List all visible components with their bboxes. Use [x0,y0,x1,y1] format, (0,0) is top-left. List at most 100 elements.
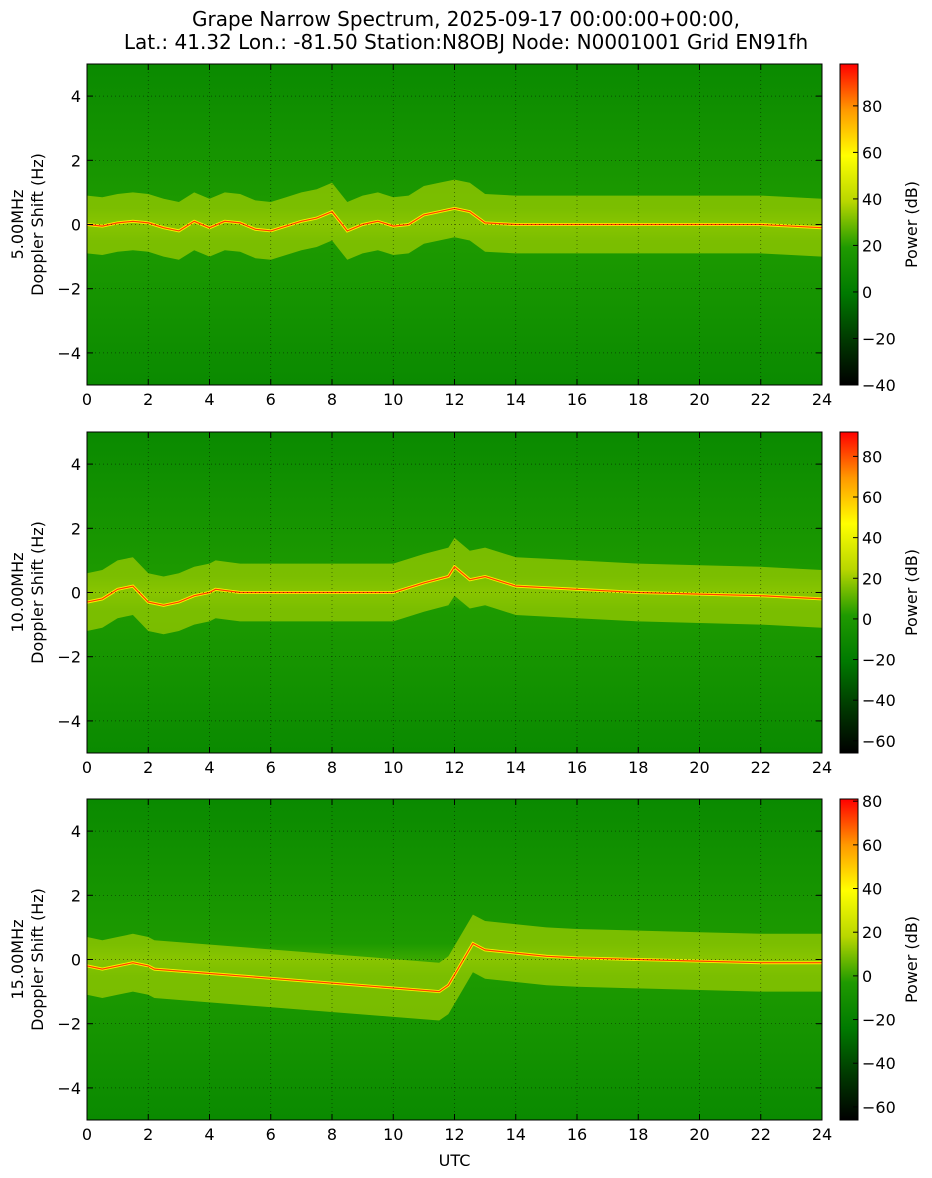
x-tick-label: 0 [82,390,92,409]
x-tick-label: 2 [143,758,153,777]
y-tick-label: 4 [71,455,81,474]
x-tick-label: 4 [204,758,214,777]
x-tick-label: 22 [751,1125,771,1144]
colorbar-tick-label: −40 [862,691,896,710]
y-axis-label: 5.00MHz [8,190,27,260]
colorbar [839,798,859,1121]
colorbar-tick-label: 0 [862,283,872,302]
y-tick-label: 2 [71,519,81,538]
y-tick-label: 4 [71,87,81,106]
colorbar-tick-label: −20 [862,329,896,348]
x-tick-label: 14 [506,758,526,777]
colorbar [839,431,859,754]
x-tick-label: 20 [689,390,709,409]
colorbar-tick-label: 60 [862,488,882,507]
x-tick-label: 18 [628,758,648,777]
chart-title-line-1: Grape Narrow Spectrum, 2025-09-17 00:00:… [192,7,740,31]
y-axis-label: Doppler Shift (Hz) [28,521,47,664]
chart-title-line-2: Lat.: 41.32 Lon.: -81.50 Station:N8OBJ N… [123,30,809,54]
y-tick-label: 0 [71,216,81,235]
x-tick-label: 22 [751,758,771,777]
x-tick-label: 8 [327,390,337,409]
colorbar-tick-label: −40 [862,1054,896,1073]
colorbar-tick-label: 40 [862,529,882,548]
x-tick-label: 10 [383,758,403,777]
x-tick-label: 18 [628,390,648,409]
colorbar-tick-label: 60 [862,836,882,855]
signal-envelope [87,179,822,260]
x-tick-label: 16 [567,1125,587,1144]
y-axis-label: Doppler Shift (Hz) [28,888,47,1031]
doppler-trace [87,942,822,993]
x-axis-label: UTC [439,1151,471,1170]
x-tick-label: 24 [812,390,832,409]
colorbar-tick-label: 20 [862,923,882,942]
x-tick-label: 0 [82,758,92,777]
x-tick-label: 12 [444,390,464,409]
colorbar-tick-label: 80 [862,447,882,466]
x-tick-label: 18 [628,1125,648,1144]
y-tick-label: 0 [71,951,81,970]
colorbar-tick-label: −60 [862,1098,896,1117]
x-tick-label: 6 [266,390,276,409]
colorbar-tick-label: −40 [862,376,896,395]
colorbar-tick-label: 0 [862,610,872,629]
colorbar-tick-label: −20 [862,1011,896,1030]
x-tick-label: 16 [567,390,587,409]
colorbar-tick-label: 0 [862,967,872,986]
doppler-trace [87,207,822,232]
y-tick-label: −2 [57,280,81,299]
colorbar-tick-label: 60 [862,143,882,162]
colorbar-label: Power (dB) [902,916,921,1003]
colorbar-tick-label: 80 [862,792,882,811]
x-tick-label: 14 [506,1125,526,1144]
colorbar-label: Power (dB) [902,549,921,636]
x-tick-label: 6 [266,758,276,777]
x-tick-label: 20 [689,758,709,777]
x-tick-label: 2 [143,390,153,409]
colorbar-tick-label: 40 [862,190,882,209]
x-tick-label: 24 [812,758,832,777]
colorbar-tick-label: 80 [862,97,882,116]
colorbar-label: Power (dB) [902,181,921,268]
signal-envelope [87,537,822,635]
x-tick-label: 14 [506,390,526,409]
colorbar-tick-label: −60 [862,732,896,751]
y-axis-label: 15.00MHz [8,919,27,999]
x-tick-label: 4 [204,390,214,409]
x-tick-label: 12 [444,1125,464,1144]
y-tick-label: 0 [71,584,81,603]
x-tick-label: 0 [82,1125,92,1144]
y-tick-label: 4 [71,822,81,841]
y-axis-label: 10.00MHz [8,552,27,632]
x-tick-label: 20 [689,1125,709,1144]
x-tick-label: 16 [567,758,587,777]
y-axis-label: Doppler Shift (Hz) [28,153,47,296]
y-tick-label: 2 [71,151,81,170]
colorbar-tick-label: 20 [862,236,882,255]
x-tick-label: 8 [327,1125,337,1144]
y-tick-label: −4 [57,344,81,363]
colorbar-tick-label: 20 [862,569,882,588]
colorbar [839,63,859,386]
y-tick-label: −4 [57,1079,81,1098]
y-tick-label: −4 [57,712,81,731]
x-tick-label: 22 [751,390,771,409]
x-tick-label: 6 [266,1125,276,1144]
y-tick-label: 2 [71,886,81,905]
x-tick-label: 2 [143,1125,153,1144]
x-tick-label: 24 [812,1125,832,1144]
x-tick-label: 4 [204,1125,214,1144]
y-tick-label: −2 [57,648,81,667]
colorbar-tick-label: −20 [862,651,896,670]
x-tick-label: 10 [383,390,403,409]
colorbar-tick-label: 40 [862,880,882,899]
x-tick-label: 8 [327,758,337,777]
y-tick-label: −2 [57,1015,81,1034]
x-tick-label: 12 [444,758,464,777]
x-tick-label: 10 [383,1125,403,1144]
